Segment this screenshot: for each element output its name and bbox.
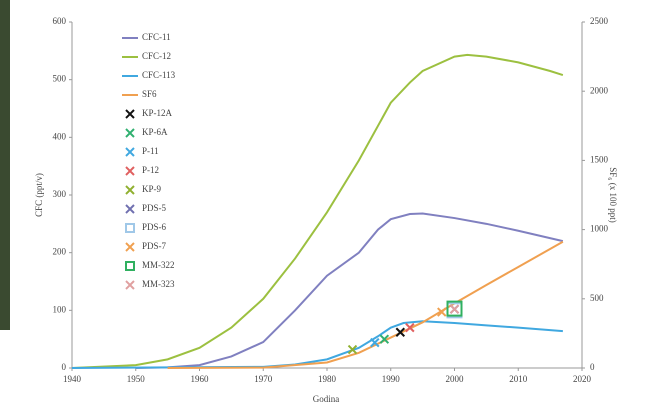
background-strip [0,0,10,330]
legend-label: CFC-113 [142,70,176,80]
sample-marker [125,147,135,157]
legend-label: PDS-5 [142,203,167,213]
y2-tick-label: 1000 [590,224,609,234]
sample-marker [379,334,390,344]
sample-marker [395,327,406,337]
legend-label: CFC-11 [142,32,171,42]
sample-marker [125,185,135,195]
y-axis-title: CFC (ppt/v) [34,173,44,217]
x-tick-label: 1980 [318,374,337,384]
sample-marker [125,166,135,176]
sample-marker [125,261,135,271]
y-tick-label: 200 [53,247,67,257]
y-tick-label: 0 [62,362,67,372]
sample-marker [370,337,380,348]
legend-label: MM-322 [142,260,175,270]
legend-label: MM-323 [142,279,175,289]
sample-marker [405,322,415,333]
y2-tick-label: 1500 [590,154,609,164]
x-tick-label: 2000 [446,374,465,384]
sample-marker [125,109,135,119]
legend-label: SF6 [142,89,157,99]
y2-tick-label: 2500 [590,16,609,26]
y2-tick-label: 500 [590,293,604,303]
legend-label: CFC-12 [142,51,171,61]
legend-label: P-12 [142,165,159,175]
sample-marker [449,304,460,314]
y-tick-label: 100 [53,304,67,314]
series-line [167,240,564,369]
sample-marker [125,128,135,138]
sample-marker [125,223,135,233]
legend-label: PDS-7 [142,241,167,251]
x-axis-title: Godina [313,394,340,404]
legend-label: PDS-6 [142,222,167,232]
series-line [71,320,563,369]
sample-marker [446,300,463,317]
series-line [71,53,564,369]
legend-label: P-11 [142,146,159,156]
x-tick-label: 1990 [382,374,401,384]
x-tick-label: 2010 [509,374,528,384]
x-tick-label: 1960 [191,374,210,384]
y2-tick-label: 2000 [590,85,609,95]
y2-axis-title: SF₆ (x 100 ppt) [608,167,618,222]
y-tick-label: 600 [53,16,67,26]
y-tick-label: 500 [53,74,67,84]
sample-marker [347,344,358,355]
x-tick-label: 1950 [127,374,146,384]
y-tick-label: 300 [53,189,67,199]
sample-marker [125,242,135,252]
legend-label: KP-9 [142,184,162,194]
x-tick-label: 1940 [63,374,82,384]
series-line [135,212,564,369]
sample-marker [125,280,135,290]
y-tick-label: 400 [53,131,67,141]
y2-tick-label: 0 [590,362,595,372]
x-tick-label: 2020 [573,374,592,384]
sample-marker [437,307,447,317]
sample-marker [125,204,135,214]
legend-label: KP-12A [142,108,173,118]
legend-label: KP-6A [142,127,168,137]
x-tick-label: 1970 [254,374,273,384]
